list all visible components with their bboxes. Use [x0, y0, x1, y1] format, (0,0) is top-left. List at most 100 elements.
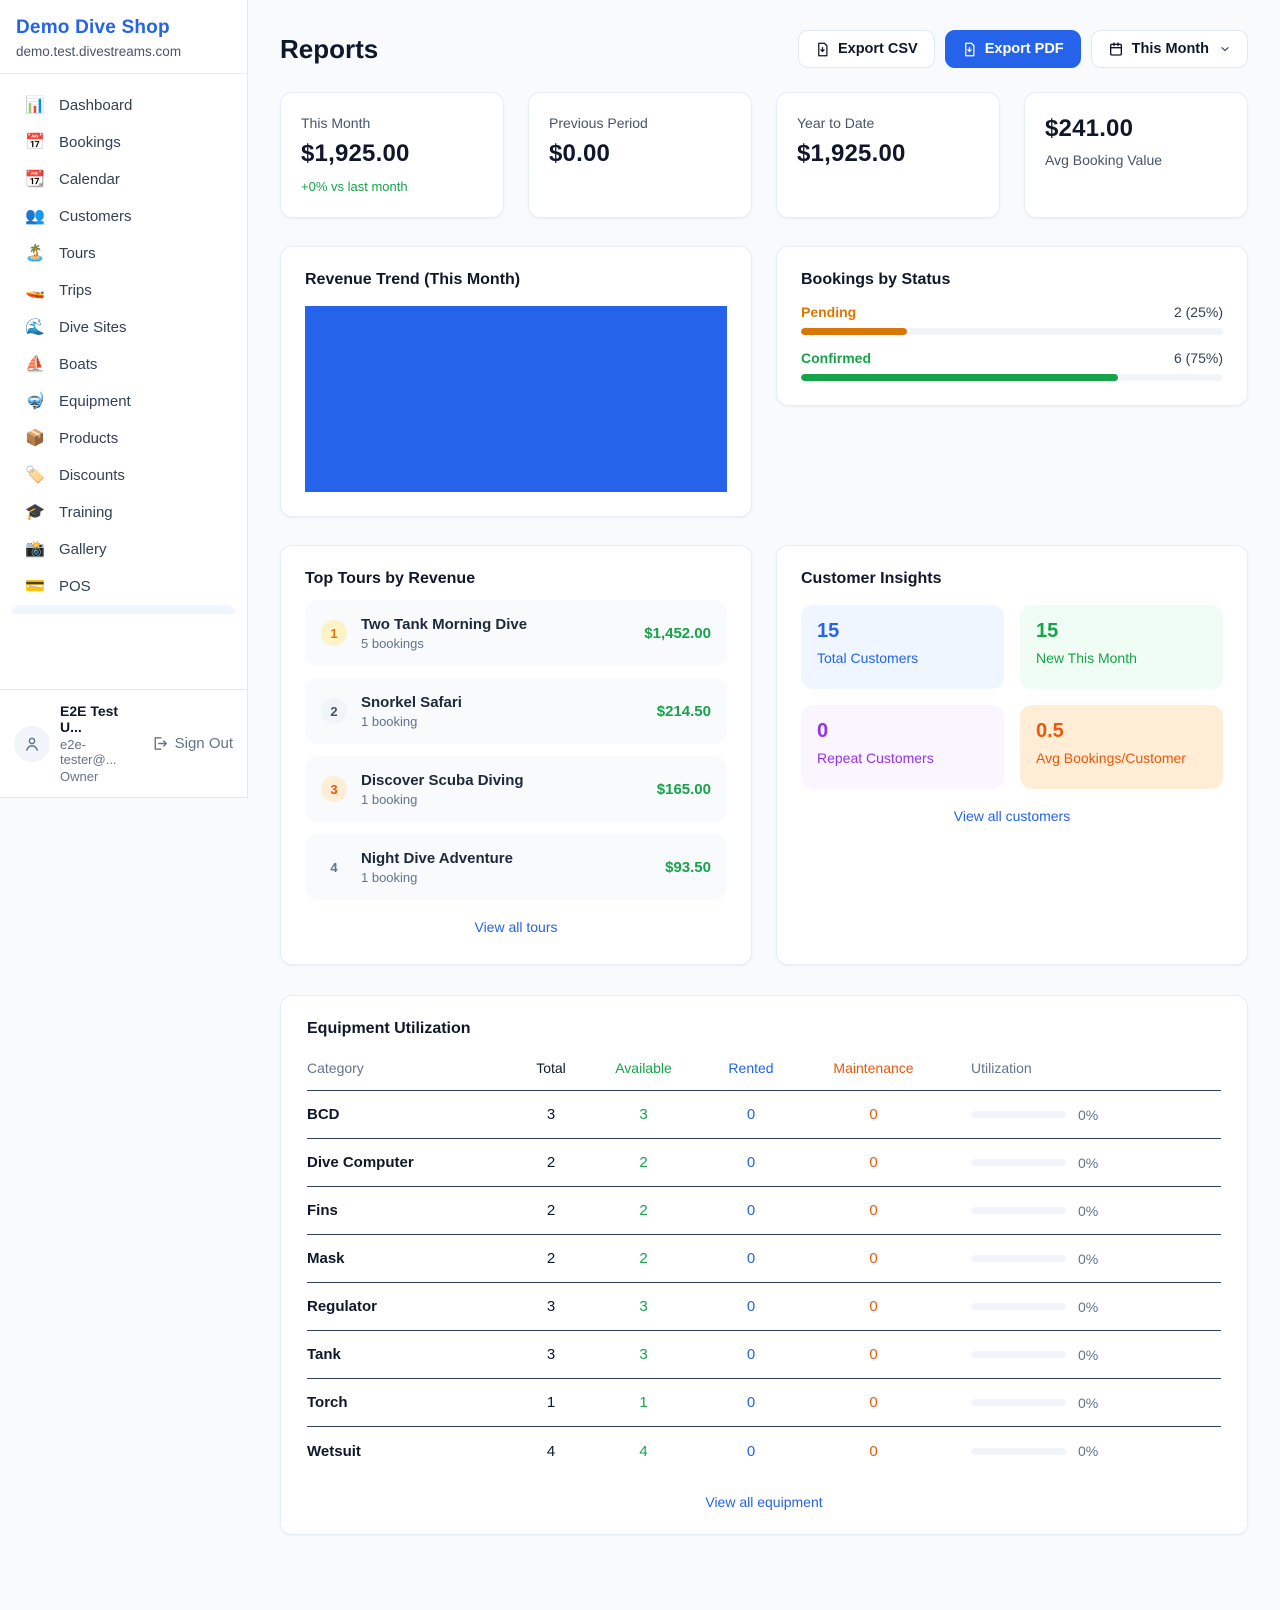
sidebar-item-dive-sites[interactable]: 🌊 Dive Sites — [12, 309, 235, 346]
cell-utilization: 0% — [1078, 1443, 1099, 1459]
tour-row: 1 Two Tank Morning Dive 5 bookings $1,45… — [305, 600, 727, 666]
sidebar-item-label: Calendar — [59, 171, 120, 188]
tile-label: Total Customers — [817, 650, 919, 666]
sidebar-item-label: Tours — [59, 245, 96, 262]
sidebar-item-gallery[interactable]: 📸 Gallery — [12, 531, 235, 568]
cell-utilization: 0% — [1078, 1346, 1099, 1363]
tour-bookings: 1 booking — [361, 791, 418, 807]
sidebar-nav: 📊 Dashboard 📅 Bookings 📆 Calendar 👥 Cust… — [0, 74, 247, 689]
view-all-tours-link[interactable]: View all tours — [474, 919, 558, 935]
cell-category: Mask — [307, 1250, 345, 1267]
utilization-bar — [971, 1111, 1066, 1118]
package-icon: 📦 — [25, 429, 45, 447]
island-icon: 🏝️ — [25, 244, 45, 262]
sidebar-item-dashboard[interactable]: 📊 Dashboard — [12, 87, 235, 124]
tile-new-this-month: 15 New This Month — [1020, 605, 1223, 689]
tour-name: Discover Scuba Diving — [361, 771, 524, 789]
cell-utilization: 0% — [1078, 1394, 1099, 1411]
calendar-icon: 📅 — [25, 133, 45, 151]
tour-revenue: $214.50 — [656, 702, 711, 720]
sidebar-item-boats[interactable]: ⛵ Boats — [12, 346, 235, 383]
top-tours-title: Top Tours by Revenue — [305, 570, 476, 587]
equipment-utilization-card: Equipment Utilization Category Total Ava… — [280, 995, 1248, 1535]
tear-calendar-icon: 📆 — [25, 170, 45, 188]
stat-value: $241.00 — [1045, 115, 1134, 142]
cell-utilization: 0% — [1078, 1250, 1099, 1267]
period-label: This Month — [1131, 41, 1209, 57]
tile-value: 0 — [817, 720, 829, 742]
tour-bookings: 5 bookings — [361, 635, 424, 651]
status-count: 6 (75%) — [1173, 350, 1223, 366]
cell-rented: 0 — [746, 1394, 756, 1411]
utilization-bar — [971, 1255, 1066, 1262]
sidebar-item-pos[interactable]: 💳 POS — [12, 568, 235, 605]
chevron-down-icon — [1219, 43, 1231, 55]
export-csv-button[interactable]: Export CSV — [797, 30, 935, 68]
cell-available: 3 — [639, 1298, 648, 1315]
sidebar-item-calendar[interactable]: 📆 Calendar — [12, 161, 235, 198]
cell-utilization: 0% — [1078, 1154, 1099, 1171]
stat-card-this-month: This Month $1,925.00 +0% vs last month — [280, 92, 504, 218]
sidebar-item-training[interactable]: 🎓 Training — [12, 494, 235, 531]
cell-category: Tank — [307, 1346, 341, 1363]
sidebar-item-trips[interactable]: 🚤 Trips — [12, 272, 235, 309]
cell-available: 2 — [639, 1154, 648, 1171]
cell-available: 1 — [639, 1394, 648, 1411]
brand-name[interactable]: Demo Dive Shop — [16, 17, 170, 38]
tile-repeat-customers: 0 Repeat Customers — [801, 705, 1004, 789]
tile-label: New This Month — [1036, 650, 1137, 666]
sidebar-item-label: Gallery — [59, 541, 107, 558]
brand: Demo Dive Shop demo.test.divestreams.com — [0, 0, 247, 74]
tour-bookings: 1 booking — [361, 869, 418, 885]
utilization-bar — [971, 1303, 1066, 1310]
sidebar-item-discounts[interactable]: 🏷️ Discounts — [12, 457, 235, 494]
cell-maintenance: 0 — [869, 1106, 878, 1123]
credit-card-icon: 💳 — [25, 577, 45, 595]
sidebar-item-bookings[interactable]: 📅 Bookings — [12, 124, 235, 161]
tour-name: Night Dive Adventure — [361, 849, 513, 867]
table-row: Torch 1 1 0 0 0% — [307, 1379, 1221, 1427]
revenue-trend-card: Revenue Trend (This Month) — [280, 246, 752, 517]
file-download-icon — [818, 42, 828, 56]
equipment-table: Category Total Available Rented Maintena… — [307, 1052, 1221, 1475]
stat-value: $1,925.00 — [301, 140, 410, 167]
utilization-bar — [971, 1159, 1066, 1166]
cell-rented: 0 — [746, 1346, 756, 1363]
sidebar-item-label: Trips — [59, 282, 92, 299]
status-row-pending: Pending 2 (25%) — [801, 304, 1223, 335]
view-all-customers-link[interactable]: View all customers — [953, 808, 1071, 824]
status-bar-track — [801, 374, 1223, 381]
bookings-by-status-title: Bookings by Status — [801, 271, 951, 288]
cell-available: 3 — [639, 1346, 648, 1363]
tile-value: 15 — [1036, 620, 1059, 642]
tile-total-customers: 15 Total Customers — [801, 605, 1004, 689]
sidebar-item-label: Customers — [59, 208, 132, 225]
sign-out-button[interactable]: Sign Out — [151, 735, 233, 752]
sidebar-item-products[interactable]: 📦 Products — [12, 420, 235, 457]
cell-total: 3 — [546, 1346, 556, 1363]
cell-maintenance: 0 — [869, 1250, 878, 1267]
sidebar-item-equipment[interactable]: 🤿 Equipment — [12, 383, 235, 420]
cell-utilization: 0% — [1078, 1298, 1099, 1315]
period-dropdown[interactable]: This Month — [1090, 30, 1248, 68]
export-pdf-button[interactable]: Export PDF — [944, 30, 1081, 68]
stat-card-avg-booking-value: $241.00 Avg Booking Value — [1024, 92, 1248, 218]
column-category: Category — [307, 1060, 364, 1076]
cell-maintenance: 0 — [869, 1346, 878, 1363]
user-email: e2e-tester@... — [60, 737, 117, 767]
column-utilization: Utilization — [971, 1060, 1032, 1076]
sidebar-item-reports-selected[interactable] — [12, 605, 235, 614]
sidebar-item-customers[interactable]: 👥 Customers — [12, 198, 235, 235]
view-all-equipment-link[interactable]: View all equipment — [705, 1494, 823, 1510]
sidebar-item-tours[interactable]: 🏝️ Tours — [12, 235, 235, 272]
sidebar-item-label: Equipment — [59, 393, 131, 410]
tag-icon: 🏷️ — [25, 466, 45, 484]
people-icon: 👥 — [25, 207, 45, 225]
bookings-by-status-card: Bookings by Status Pending 2 (25%) Confi… — [776, 246, 1248, 406]
equipment-utilization-title: Equipment Utilization — [307, 1020, 471, 1037]
rank-badge: 1 — [321, 620, 347, 646]
tour-row: 4 Night Dive Adventure 1 booking $93.50 — [305, 834, 727, 900]
column-total: Total — [536, 1060, 566, 1076]
stat-label: This Month — [301, 115, 371, 131]
cell-available: 4 — [639, 1442, 648, 1460]
